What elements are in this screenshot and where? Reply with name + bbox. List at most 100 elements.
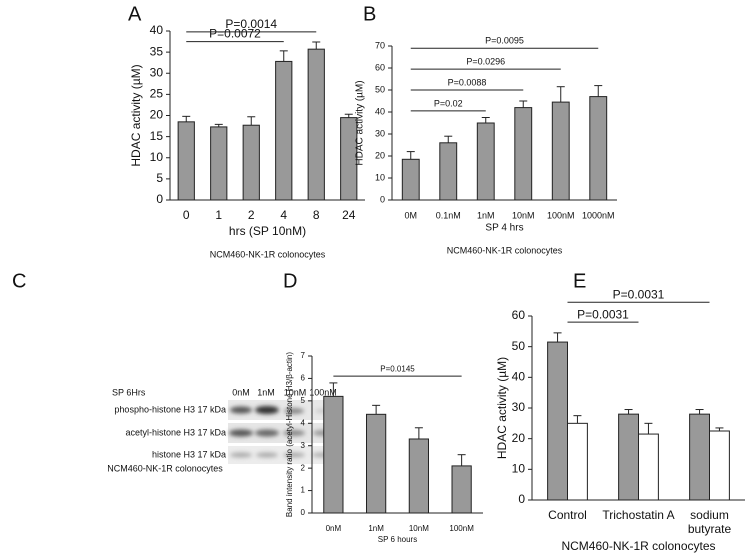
lane-label: 100nM: [309, 387, 337, 397]
bar: [551, 101, 570, 201]
x-tick-label: 1nM: [368, 524, 384, 533]
y-tick-label: 15: [150, 129, 164, 143]
blot-treatment: SP 6Hrs: [112, 387, 146, 397]
x-tick-label: Control: [548, 508, 587, 522]
x-tick-label: 0nM: [326, 524, 342, 533]
x-axis-label: SP 6 hours: [378, 535, 417, 544]
y-tick-label: 50: [512, 339, 526, 353]
p-value: P=0.0296: [466, 56, 505, 66]
y-axis-label: HDAC activity (µM): [355, 80, 366, 165]
bar: [401, 158, 420, 201]
blot-caption: NCM460-NK-1R colonocytes: [107, 463, 223, 473]
bar: [366, 413, 387, 514]
bar: [439, 142, 458, 201]
x-tick-label: 0.1nM: [436, 210, 461, 220]
x-tick-label: 24: [342, 208, 356, 222]
y-tick-label: 50: [375, 84, 385, 94]
bar: [177, 121, 195, 201]
x-tick-label: 100nM: [449, 524, 474, 533]
bar: [451, 465, 472, 514]
bar: [709, 430, 730, 501]
y-tick-label: 2: [301, 463, 306, 472]
p-value: P=0.02: [434, 98, 463, 108]
subtitle: NCM460-NK-1R colonocytes: [210, 249, 326, 259]
bar: [547, 341, 568, 501]
x-tick-label: 2: [248, 208, 255, 222]
panel-label: C: [12, 270, 26, 292]
x-tick-label: 0M: [404, 210, 417, 220]
y-tick-label: 40: [512, 370, 526, 384]
bar: [275, 60, 293, 201]
bar: [242, 124, 260, 201]
x-tick-label: 10nM: [512, 210, 535, 220]
x-tick-label: 0: [183, 208, 190, 222]
bar: [210, 126, 228, 201]
panel-label: B: [363, 3, 376, 25]
x-tick-label: 100nM: [547, 210, 575, 220]
p-value: P=0.0031: [577, 307, 629, 321]
y-tick-label: 0: [301, 508, 306, 517]
y-axis-label: HDAC activity (µM): [129, 64, 143, 166]
y-tick-label: 5: [156, 171, 163, 185]
y-tick-label: 30: [375, 128, 385, 138]
p-value: P=0.0031: [613, 287, 665, 301]
y-tick-label: 0: [156, 192, 163, 206]
y-tick-label: 4: [301, 418, 306, 427]
y-tick-label: 6: [301, 374, 306, 383]
y-tick-label: 40: [375, 106, 385, 116]
y-tick-label: 25: [150, 87, 164, 101]
panel-label: E: [573, 270, 586, 292]
p-value: P=0.0095: [485, 36, 524, 46]
x-tick-label: Trichostatin A: [602, 508, 674, 522]
y-tick-label: 10: [375, 172, 385, 182]
bar: [567, 422, 588, 501]
y-tick-label: 5: [301, 396, 306, 405]
x-tick-label: 10nM: [409, 524, 429, 533]
y-tick-label: 0: [380, 194, 385, 204]
y-tick-label: 40: [150, 23, 164, 37]
panel-label: D: [283, 270, 297, 292]
y-tick-label: 10: [512, 462, 526, 476]
y-tick-label: 20: [375, 150, 385, 160]
bar: [408, 438, 429, 514]
y-axis-label: HDAC activity (µM): [495, 357, 509, 459]
x-tick-label: 1000nM: [582, 210, 615, 220]
p-value: P=0.0145: [380, 364, 415, 373]
x-tick-label: sodium butyrate: [688, 508, 732, 536]
lane-label: 0nM: [232, 387, 250, 397]
row-label: histone H3 17 kDa: [152, 449, 226, 459]
y-tick-label: 35: [150, 44, 164, 58]
y-tick-label: 30: [512, 400, 526, 414]
x-tick-label: 1: [215, 208, 222, 222]
x-axis-label: NCM460-NK-1R colonocytes: [561, 539, 715, 553]
row-label: phospho-histone H3 17 kDa: [114, 404, 226, 414]
x-axis-label: SP 4 hrs: [485, 223, 523, 234]
bar: [638, 433, 659, 501]
bar: [476, 122, 495, 201]
y-tick-label: 60: [375, 62, 385, 72]
bar: [689, 413, 710, 501]
p-value: P=0.0072: [209, 27, 261, 41]
x-tick-label: 8: [313, 208, 320, 222]
x-tick-label: 4: [280, 208, 287, 222]
y-tick-label: 30: [150, 65, 164, 79]
y-tick-label: 0: [518, 492, 525, 506]
bar: [589, 96, 608, 201]
y-tick-label: 20: [150, 108, 164, 122]
bar: [514, 107, 533, 201]
subtitle: NCM460-NK-1R colonocytes: [447, 245, 563, 255]
y-tick-label: 1: [301, 486, 306, 495]
y-tick-label: 20: [512, 431, 526, 445]
x-axis-label: hrs (SP 10nM): [229, 224, 306, 238]
lane-label: 10nM: [284, 387, 307, 397]
y-tick-label: 70: [375, 40, 385, 50]
p-value: P=0.0014: [225, 17, 277, 31]
blot-image: [228, 400, 340, 464]
bar: [307, 48, 325, 201]
row-label: acetyl-histone H3 17 kDa: [125, 427, 226, 437]
panel-label: A: [128, 3, 142, 25]
p-value: P=0.0088: [448, 77, 487, 87]
x-tick-label: 1nM: [477, 210, 495, 220]
y-tick-label: 10: [150, 150, 164, 164]
